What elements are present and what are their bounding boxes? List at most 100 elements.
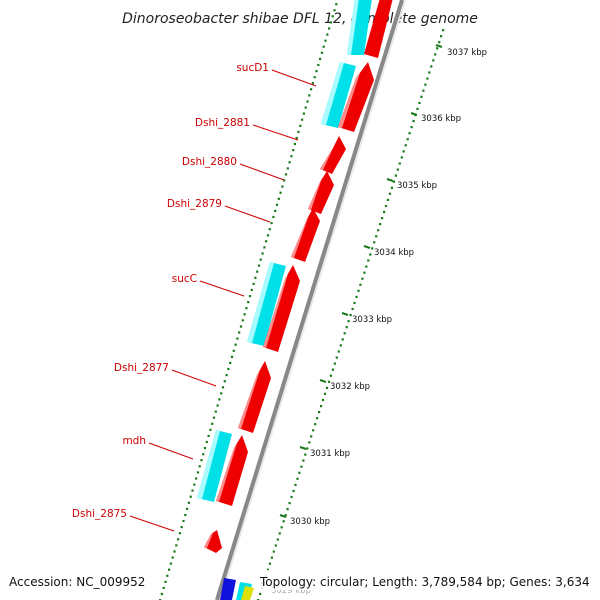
guide-dot — [377, 229, 380, 232]
guide-dot — [236, 337, 239, 340]
guide-dot — [408, 132, 411, 135]
guide-dot — [203, 447, 207, 450]
guide-dot — [424, 83, 427, 86]
guide-dot — [275, 203, 279, 206]
guide-dot — [331, 15, 334, 18]
guide-dot — [212, 416, 216, 419]
guide-dot — [373, 241, 376, 244]
guide-dot — [286, 167, 289, 170]
cds-sucC — [263, 265, 300, 352]
guide-dot — [410, 126, 413, 129]
guide-dot — [371, 247, 374, 250]
guide-dot — [297, 130, 300, 133]
guide-dot — [270, 556, 273, 559]
guide-dot — [312, 429, 315, 432]
gene-label-text: Dshi_2875 — [72, 508, 127, 520]
guide-dot — [191, 489, 194, 492]
guide-dot — [384, 204, 388, 208]
kbp-tick-3034: 3034 kbp — [363, 245, 414, 258]
guide-dot — [196, 471, 199, 474]
guide-dot — [383, 210, 386, 214]
guide-dot — [180, 526, 183, 529]
guide-dot — [280, 526, 283, 529]
guide-dot — [277, 197, 280, 200]
tick-label-text: 3036 kbp — [421, 114, 461, 124]
guide-dot — [214, 410, 217, 413]
gene-label-text: Dshi_2877 — [114, 362, 169, 374]
guide-dot — [301, 118, 304, 121]
guide-dot — [333, 362, 336, 365]
guide-dot — [353, 301, 356, 305]
tick-label-text: 3031 kbp — [310, 449, 350, 459]
guide-dot — [420, 95, 423, 98]
guide-dot — [211, 422, 214, 425]
guide-dot — [310, 435, 313, 438]
tick-label-text: 3034 kbp — [374, 248, 414, 258]
guide-dot — [295, 136, 298, 140]
guide-dot — [225, 374, 228, 377]
guide-dot — [221, 386, 225, 389]
guide-dot — [220, 392, 223, 395]
guide-dot — [398, 162, 401, 165]
guide-dot — [274, 209, 277, 212]
guide-dot — [200, 459, 203, 462]
guide-dot — [390, 186, 393, 189]
cds-top — [364, 0, 393, 58]
guide-dot — [359, 283, 362, 286]
guide-dot — [261, 252, 264, 255]
guide-dot — [274, 544, 277, 547]
map-title: Dinoroseobacter shibae DFL 12, complete … — [122, 11, 478, 27]
guide-dot — [279, 191, 282, 194]
guide-dot — [406, 138, 409, 141]
guide-dot — [283, 179, 286, 182]
tick-label-text: 3037 kbp — [447, 48, 487, 58]
guide-dot — [416, 107, 419, 110]
guide-dot — [375, 235, 378, 238]
guide-dot — [329, 21, 332, 24]
guide-dot — [432, 59, 435, 62]
guide-dot — [259, 592, 262, 596]
guide-dot — [229, 361, 232, 364]
guide-dot — [256, 270, 259, 273]
guide-dot — [320, 51, 323, 54]
guide-dot — [286, 508, 289, 511]
guide-dot — [343, 332, 346, 335]
guide-dots — [159, 3, 445, 600]
guide-dot — [284, 173, 288, 176]
guide-dot — [186, 507, 189, 510]
guide-dot — [347, 320, 350, 323]
guide-dot — [341, 338, 344, 341]
guide-dot — [202, 453, 205, 456]
guide-dot — [232, 349, 235, 352]
guide-dot — [272, 550, 275, 553]
guide-dot — [282, 520, 285, 523]
guide-dot — [400, 156, 403, 159]
guide-dot — [254, 276, 257, 279]
guide-dot — [247, 301, 250, 304]
guide-dot — [306, 447, 309, 450]
guide-dot — [306, 100, 309, 103]
guide-dot — [440, 35, 443, 38]
guide-dot — [308, 94, 311, 97]
guide-dot — [171, 556, 174, 559]
gene-label-text: mdh — [122, 435, 146, 447]
guide-dot — [315, 70, 318, 73]
guide-dot — [189, 495, 192, 498]
guide-dot — [288, 502, 291, 505]
guide-dot — [308, 441, 311, 444]
kbp-tick-3032: 3032 kbp — [319, 379, 370, 392]
kbp-tick-3033: 3033 kbp — [341, 312, 392, 325]
guide-dot — [317, 63, 320, 67]
guide-dot — [276, 538, 279, 541]
guide-dot — [238, 331, 241, 334]
guide-dot — [268, 228, 271, 231]
cds-Dshi_2880 — [308, 171, 334, 214]
guide-dot — [379, 223, 382, 226]
guide-dot — [319, 57, 322, 60]
guide-dot — [320, 405, 323, 408]
guide-dot — [351, 307, 354, 311]
guide-dot — [328, 27, 331, 30]
guide-dot — [331, 368, 334, 371]
guide-dot — [402, 150, 405, 153]
